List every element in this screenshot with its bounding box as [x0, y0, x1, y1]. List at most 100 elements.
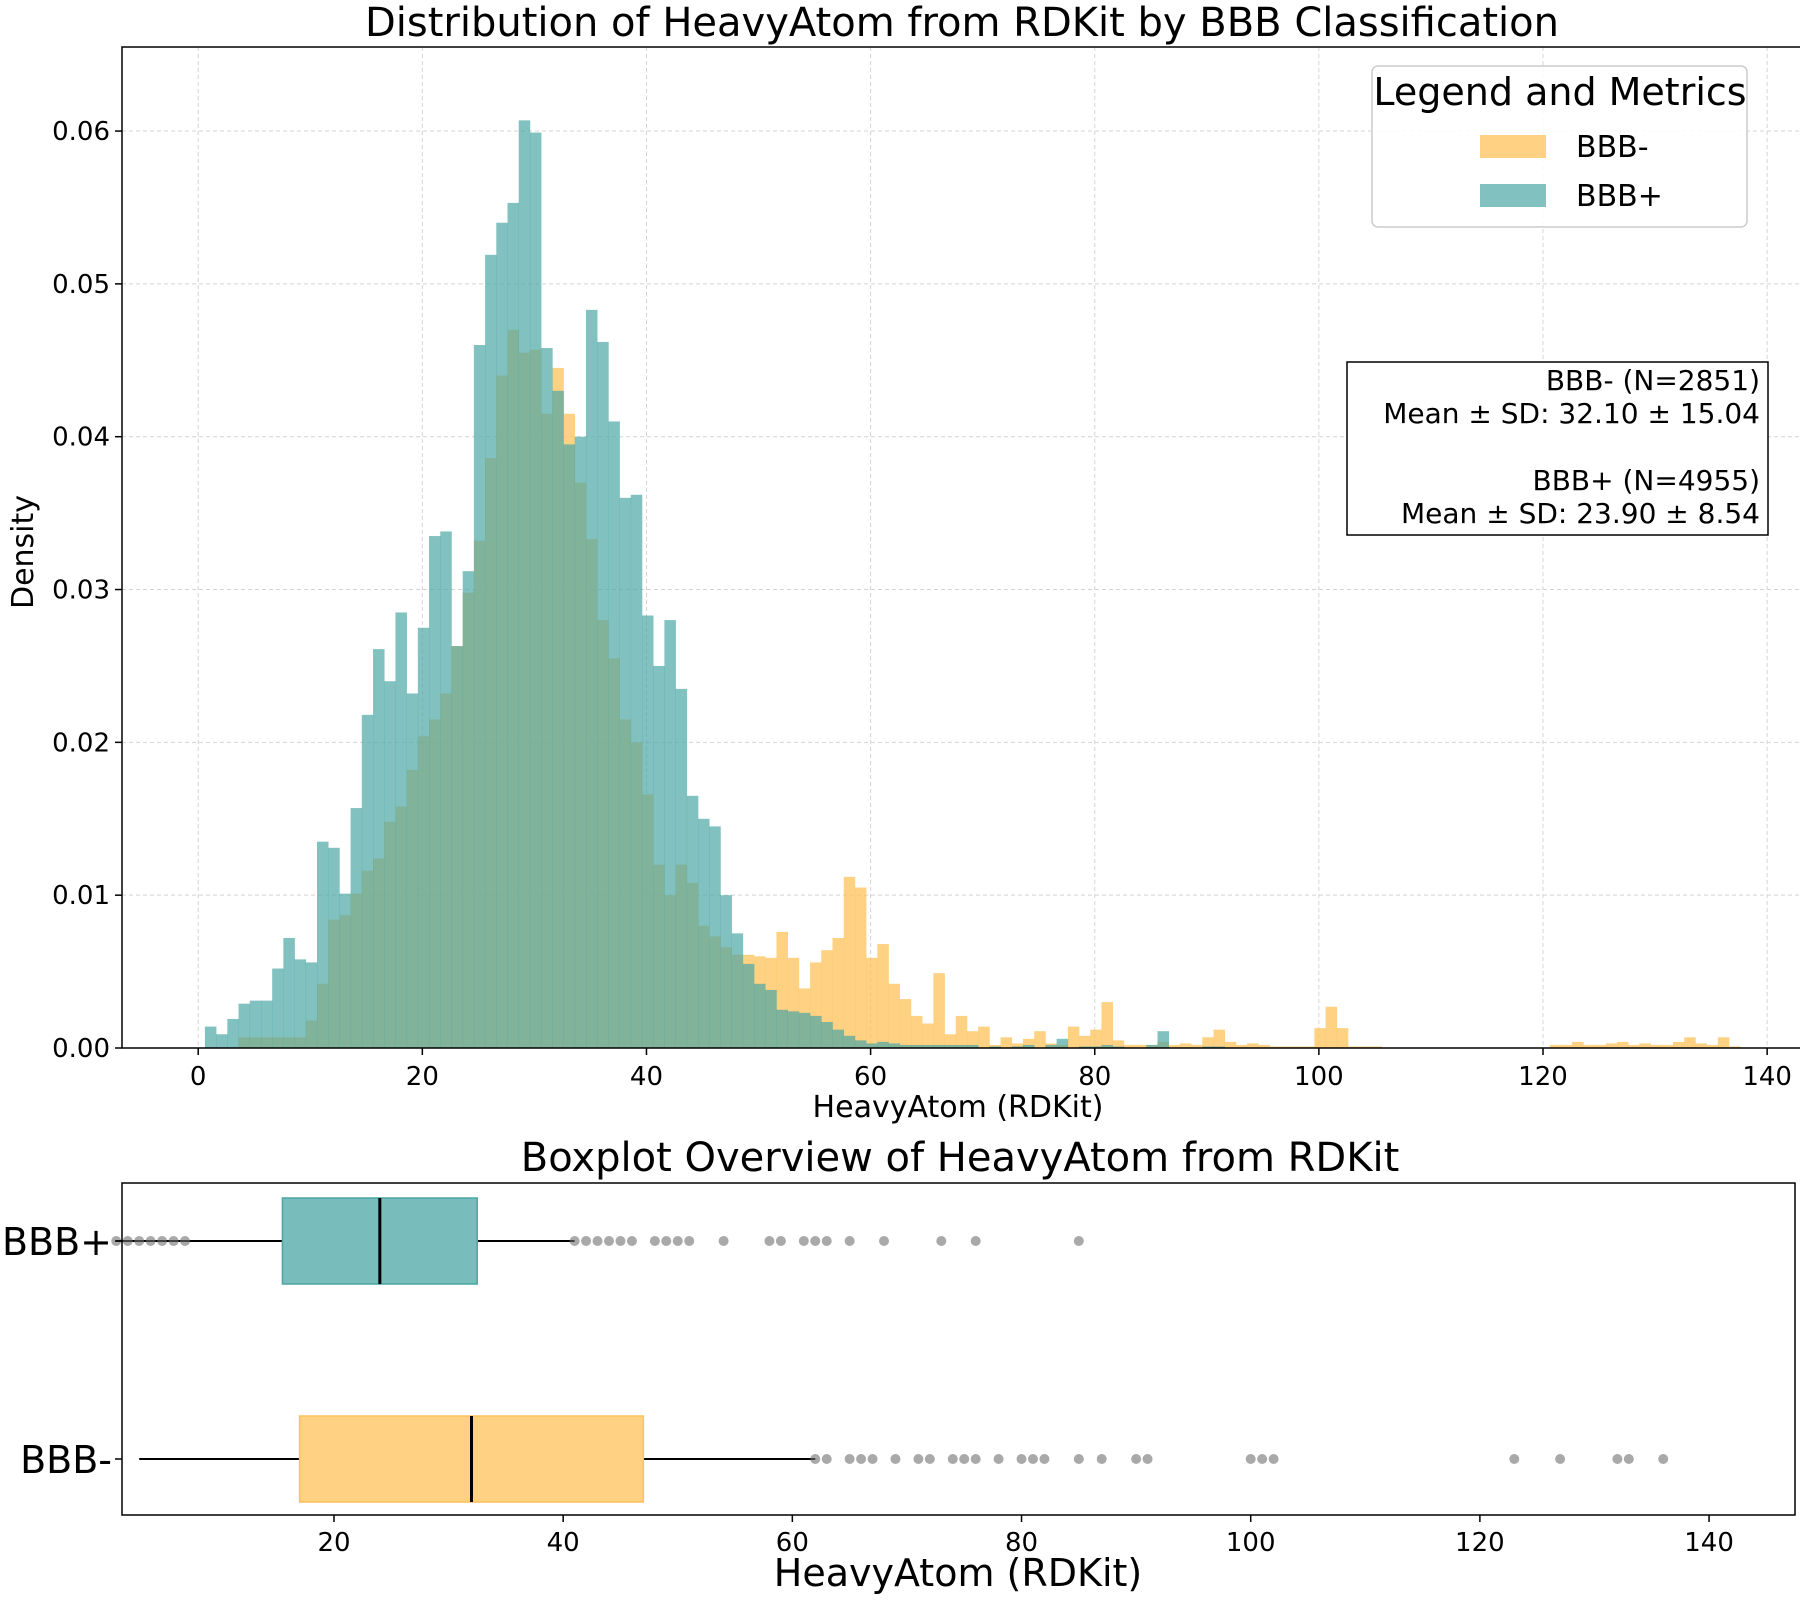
boxplot-x-axis-label: HeavyAtom (RDKit) [774, 1551, 1142, 1595]
metrics-line-bbb-neg-n: BBB- (N=2851) [1546, 364, 1760, 397]
outlier-point [1142, 1454, 1153, 1464]
histogram-bar [1202, 1046, 1214, 1048]
histogram-bar [204, 1026, 217, 1048]
histogram-bar [1280, 1046, 1293, 1048]
histogram-bar [227, 1018, 239, 1048]
outlier-point [1623, 1454, 1634, 1464]
histogram-bar [899, 1044, 912, 1048]
x-tick-label: 120 [1518, 1062, 1568, 1092]
histogram-bar [1291, 1046, 1304, 1048]
outlier-point [970, 1454, 981, 1464]
histogram-bar [350, 808, 363, 1048]
histogram-bar [417, 627, 430, 1048]
outlier-point [1268, 1454, 1279, 1464]
boxplot-title: Boxplot Overview of HeavyAtom from RDKit [521, 1135, 1400, 1181]
outlier-point [157, 1236, 168, 1246]
histogram-bar [664, 620, 676, 1048]
outlier-point [1039, 1454, 1050, 1464]
outlier-point [924, 1454, 935, 1464]
histogram-bar [1213, 1046, 1226, 1048]
histogram-bar [1269, 1046, 1282, 1048]
histogram-bar [754, 983, 766, 1048]
outlier-point [1073, 1454, 1084, 1464]
histogram-bar [698, 818, 710, 1048]
x-tick-label: 80 [1078, 1062, 1111, 1092]
outlier-point [1658, 1454, 1669, 1464]
legend-title: Legend and Metrics [1373, 70, 1746, 114]
legend-swatch-bbb-pos [1480, 184, 1546, 207]
outlier-point [604, 1236, 615, 1246]
category-label: BBB+ [2, 1220, 112, 1264]
histogram-bar [597, 341, 609, 1048]
histogram-bar [1067, 1026, 1080, 1048]
x-tick-label: 40 [630, 1062, 663, 1092]
histogram-bar [361, 714, 374, 1048]
histogram-bar [249, 1000, 262, 1048]
histogram-bar [630, 494, 643, 1048]
outlier-point [122, 1236, 133, 1246]
outlier-point [947, 1454, 958, 1464]
histogram-bar [496, 222, 508, 1048]
histogram-bar [888, 983, 901, 1048]
histogram-bar [899, 999, 912, 1048]
histogram-bar [1146, 1044, 1158, 1048]
histogram-bar [1583, 1044, 1595, 1048]
histogram-bar [1549, 1044, 1562, 1048]
histogram-bar [316, 841, 329, 1048]
legend-label-bbb-neg: BBB- [1576, 130, 1649, 165]
outlier-point [810, 1236, 821, 1246]
histogram-bar [1695, 1043, 1707, 1048]
histogram-title: Distribution of HeavyAtom from RDKit by … [365, 0, 1559, 46]
histogram-bar [1594, 1044, 1607, 1048]
histogram-bar [1684, 1037, 1696, 1048]
boxplot-x-axis-ticks: 20 40 60 80 100 120 140 [317, 1515, 1734, 1558]
histogram-bar [1090, 1046, 1102, 1048]
histogram-bar [922, 1044, 934, 1048]
histogram-bar [720, 895, 732, 1048]
histogram-bar [1572, 1041, 1584, 1048]
outlier-point [684, 1236, 695, 1246]
outlier-point [856, 1454, 867, 1464]
histogram-bar [1706, 1044, 1719, 1048]
histogram-bar [944, 1044, 957, 1048]
outlier-point [581, 1236, 592, 1246]
histogram-bar [821, 950, 833, 1048]
histogram-bar [1628, 1044, 1640, 1048]
histogram-bar [1639, 1043, 1651, 1048]
histogram-bar [507, 202, 520, 1048]
outlier-point [1509, 1454, 1520, 1464]
outlier-point [1612, 1454, 1623, 1464]
histogram-bar [1616, 1041, 1629, 1048]
histogram-bar [339, 893, 351, 1048]
histogram-bar [1157, 1031, 1170, 1048]
outlier-point [764, 1236, 775, 1246]
histogram-bar [989, 1046, 1001, 1048]
histogram-bar [619, 497, 632, 1049]
outlier-point [821, 1236, 832, 1246]
histogram-bar [1247, 1043, 1259, 1048]
histogram-y-axis-ticks: 0.00 0.01 0.02 0.03 0.04 0.05 0.06 [52, 117, 122, 1064]
histogram-bar [1359, 1046, 1371, 1048]
histogram-bar [989, 1044, 1001, 1048]
histogram-bar [1605, 1043, 1618, 1048]
histogram-bar [518, 120, 531, 1049]
outlier-point [649, 1236, 660, 1246]
outlier-point [1131, 1454, 1142, 1464]
boxplot-category-labels: BBB+ BBB- [2, 1220, 122, 1482]
histogram-bar [888, 1043, 901, 1048]
histogram-bar [552, 390, 564, 1048]
outlier-point [592, 1236, 603, 1246]
histogram-bar [955, 1044, 968, 1048]
outlier-point [844, 1454, 855, 1464]
x-tick-label: 140 [1742, 1062, 1792, 1092]
histogram-bar [1650, 1044, 1663, 1048]
histogram-chart: Distribution of HeavyAtom from RDKit by … [6, 0, 1800, 1125]
histogram-y-axis-label: Density [6, 495, 41, 609]
x-tick-label: 60 [854, 1062, 887, 1092]
histogram-bar [641, 615, 654, 1048]
histogram-bar [294, 959, 307, 1048]
histogram-bar [955, 1015, 968, 1048]
histogram-bar [742, 963, 755, 1048]
category-label: BBB- [20, 1438, 112, 1482]
boxplot-plot-frame [121, 1182, 1796, 1516]
